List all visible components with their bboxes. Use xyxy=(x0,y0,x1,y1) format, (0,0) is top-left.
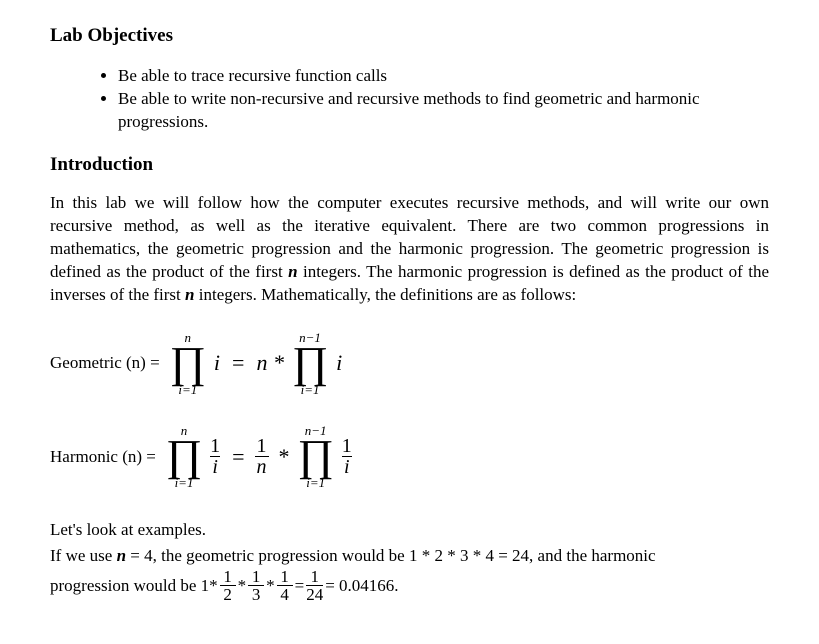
fraction: 1 2 xyxy=(220,568,236,603)
term-i: i xyxy=(336,350,342,376)
product-lower: i=1 xyxy=(301,383,320,396)
introduction-heading: Introduction xyxy=(50,154,769,176)
harmonic-formula: Harmonic (n) = n ∏ i=1 1 i = 1 n * n−1 ∏… xyxy=(50,424,769,489)
product-symbol: n ∏ i=1 xyxy=(170,331,206,396)
fraction: 1 3 xyxy=(248,568,264,603)
star-sign: * xyxy=(279,444,290,470)
fraction: 1 i xyxy=(208,436,222,477)
list-item: Be able to trace recursive function call… xyxy=(118,65,769,88)
pi-icon: ∏ xyxy=(298,437,334,474)
objectives-list: Be able to trace recursive function call… xyxy=(50,65,769,134)
term-i: i xyxy=(214,350,220,376)
numerator: 1 xyxy=(223,568,232,585)
examples-block: Let's look at examples. If we use n = 4,… xyxy=(50,517,769,603)
fraction: 1 i xyxy=(340,436,354,477)
product-symbol: n ∏ i=1 xyxy=(166,424,202,489)
numerator: 1 xyxy=(208,436,222,456)
numerator: 1 xyxy=(255,436,269,456)
denominator: i xyxy=(342,456,352,477)
intro-paragraph: In this lab we will follow how the compu… xyxy=(50,192,769,307)
numerator: 1 xyxy=(252,568,261,585)
example-suffix: = 0.04166. xyxy=(325,573,398,599)
denominator: 24 xyxy=(306,585,323,603)
numerator: 1 xyxy=(340,436,354,456)
product-lower: i=1 xyxy=(178,383,197,396)
harmonic-label: Harmonic (n) = xyxy=(50,447,156,467)
numerator: 1 xyxy=(310,568,319,585)
denominator: 2 xyxy=(220,585,236,603)
star-sign: * xyxy=(238,573,247,599)
numerator: 1 xyxy=(280,568,289,585)
intro-text-3: integers. Mathematically, the definition… xyxy=(195,285,577,304)
example-line3: progression would be 1* 1 2 * 1 3 * 1 4 … xyxy=(50,568,769,603)
denominator: 3 xyxy=(248,585,264,603)
fraction: 1 4 xyxy=(277,568,293,603)
example-text: = 4, the geometric progression would be … xyxy=(126,546,656,565)
pi-icon: ∏ xyxy=(166,437,202,474)
pi-icon: ∏ xyxy=(292,344,328,381)
term-n-star: n * xyxy=(256,350,284,376)
equals-sign: = xyxy=(232,444,244,470)
star-sign: * xyxy=(266,573,275,599)
product-lower: i=1 xyxy=(306,476,325,489)
fraction: 1 n xyxy=(255,436,269,477)
pi-icon: ∏ xyxy=(170,344,206,381)
list-item: Be able to write non-recursive and recur… xyxy=(118,88,769,134)
equals-sign: = xyxy=(295,573,305,599)
equals-sign: = xyxy=(232,350,244,376)
denominator: 4 xyxy=(277,585,293,603)
example-text: If we use xyxy=(50,546,117,565)
lab-objectives-heading: Lab Objectives xyxy=(50,25,769,47)
denominator: i xyxy=(210,456,220,477)
geometric-label: Geometric (n) = xyxy=(50,353,160,373)
fraction: 1 24 xyxy=(306,568,323,603)
italic-n: n xyxy=(185,285,194,304)
example-prefix: progression would be 1* xyxy=(50,573,218,599)
example-line1: Let's look at examples. xyxy=(50,517,769,543)
product-symbol: n−1 ∏ i=1 xyxy=(292,331,328,396)
italic-n: n xyxy=(117,546,126,565)
product-symbol: n−1 ∏ i=1 xyxy=(298,424,334,489)
denominator: n xyxy=(255,456,269,477)
geometric-formula: Geometric (n) = n ∏ i=1 i = n * n−1 ∏ i=… xyxy=(50,331,769,396)
italic-n: n xyxy=(288,262,297,281)
product-lower: i=1 xyxy=(175,476,194,489)
example-line2: If we use n = 4, the geometric progressi… xyxy=(50,543,769,569)
